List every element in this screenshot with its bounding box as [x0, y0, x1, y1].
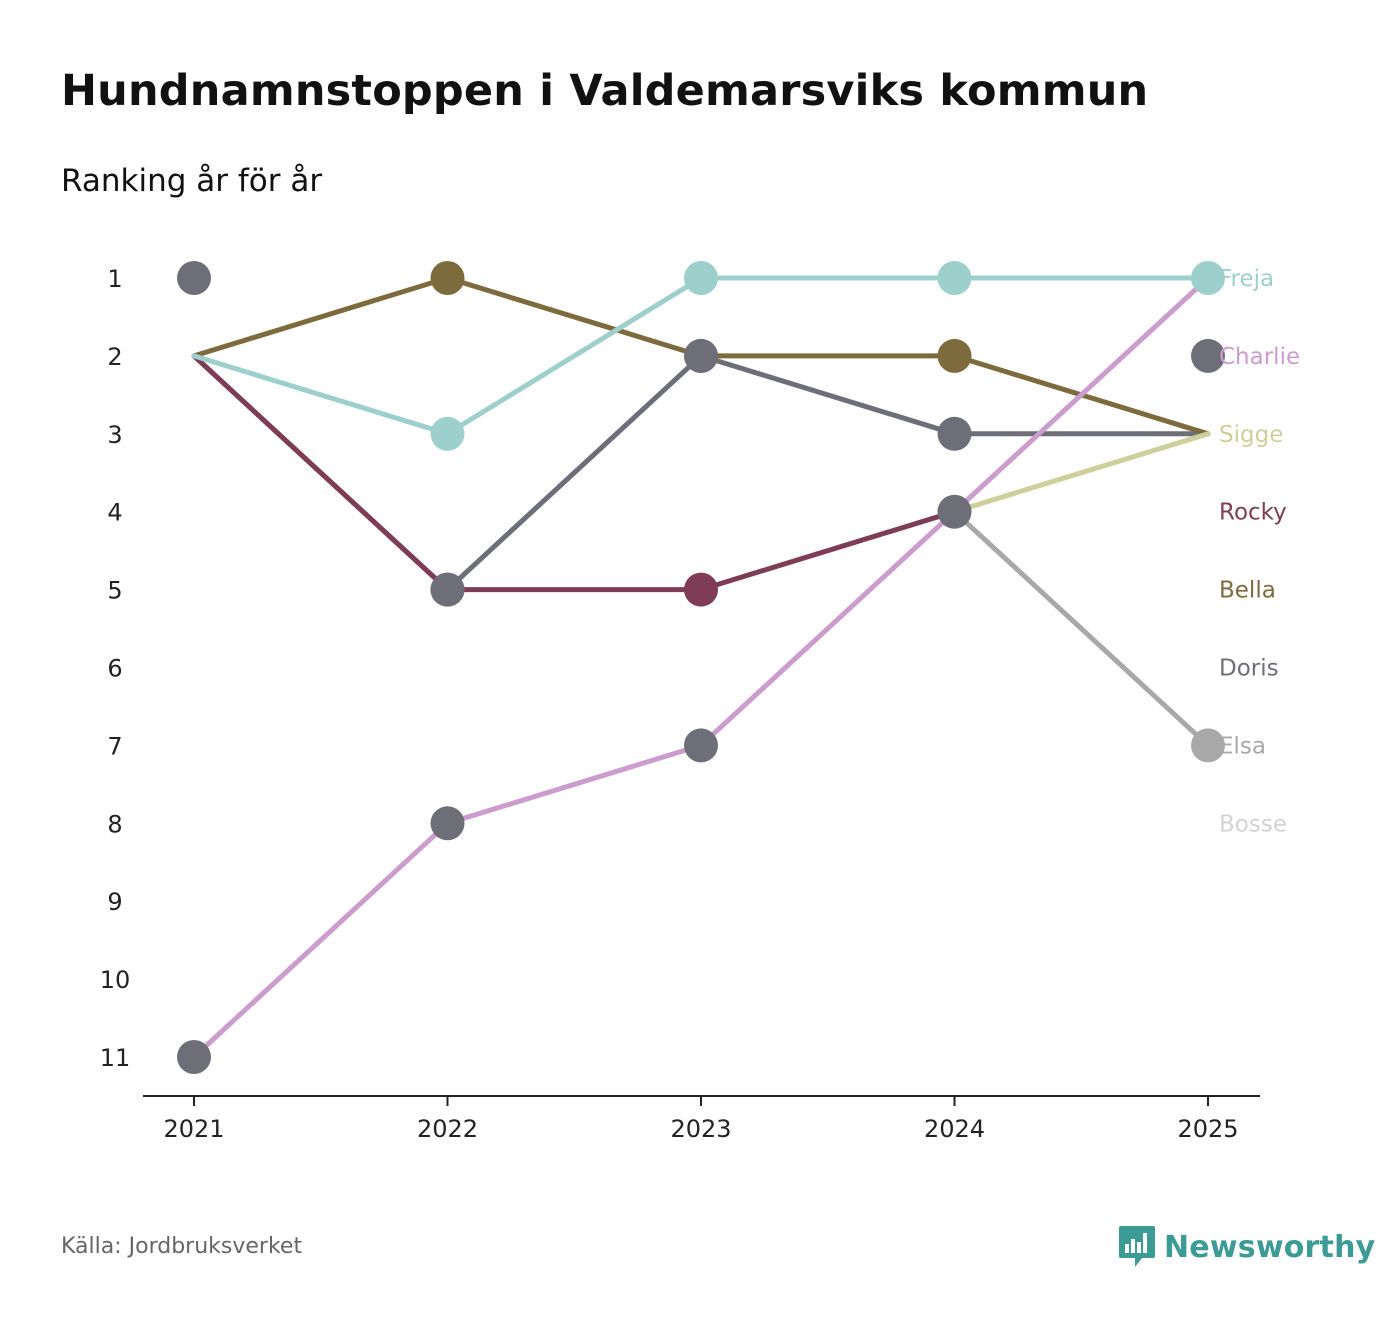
y-tick-label: 2	[107, 343, 122, 371]
end-label-doris: Doris	[1219, 656, 1279, 682]
data-point	[684, 728, 718, 763]
series-line-doris	[191, 353, 1211, 593]
data-point	[937, 494, 972, 529]
series-lines	[191, 275, 1211, 1060]
y-tick-label: 11	[100, 1044, 131, 1072]
brand-name: Newsworthy	[1164, 1229, 1376, 1265]
bump-chart: 1 2 3 4 5 6 7 8 9 10 11 2021 2022 2023 2024 2025 Freja…	[100, 261, 1300, 1143]
series-points	[177, 261, 1225, 1074]
series-line-charlie	[191, 275, 1211, 1060]
y-tick-label: 10	[100, 966, 131, 994]
chart-title: Hundnamnstoppen i Valdemarsviks kommun	[61, 66, 1149, 116]
end-label-bella: Bella	[1219, 578, 1276, 604]
y-tick-label: 3	[107, 421, 122, 449]
y-tick-label: 7	[107, 732, 122, 760]
data-point	[937, 416, 972, 451]
data-point	[684, 338, 718, 373]
y-tick-label: 4	[107, 499, 122, 527]
end-label-elsa: Elsa	[1219, 733, 1266, 759]
end-label-freja: Freja	[1219, 266, 1274, 292]
y-tick-label: 6	[107, 655, 122, 683]
x-axis: 2021 2022 2023 2024 2025	[163, 1096, 1239, 1143]
x-tick-label: 2022	[417, 1115, 478, 1143]
x-tick-label: 2025	[1177, 1115, 1238, 1143]
data-point	[684, 572, 718, 607]
series-line-elsa	[952, 509, 1211, 748]
data-point	[1191, 261, 1225, 295]
data-point	[430, 416, 465, 451]
data-point	[177, 261, 211, 295]
data-point	[430, 572, 465, 607]
series-line-rocky	[191, 353, 957, 593]
data-point	[937, 261, 972, 295]
y-tick-label: 8	[107, 810, 122, 838]
end-labels: Freja Charlie Sigge Rocky Bella Doris Elsa Boss…	[1219, 266, 1300, 837]
brand-logo: Newsworthy	[1118, 1224, 1375, 1270]
end-label-sigge: Sigge	[1219, 422, 1283, 448]
y-tick-label: 9	[107, 888, 122, 916]
newsworthy-logo-icon	[1119, 1226, 1155, 1267]
y-tick-label: 5	[107, 577, 122, 605]
data-point	[684, 261, 718, 295]
data-point	[430, 806, 465, 841]
end-label-rocky: Rocky	[1219, 500, 1287, 526]
series-line-sigge	[952, 431, 1211, 515]
y-tick-label: 1	[107, 265, 122, 293]
data-point	[1191, 338, 1225, 373]
source-note: Källa: Jordbruksverket	[61, 1234, 303, 1259]
x-tick-label: 2024	[924, 1115, 985, 1143]
data-point	[1191, 728, 1225, 763]
x-tick-label: 2021	[163, 1115, 224, 1143]
x-tick-label: 2023	[670, 1115, 731, 1143]
end-label-charlie: Charlie	[1219, 344, 1300, 370]
data-point	[937, 338, 972, 373]
chart-subtitle: Ranking år för år	[61, 163, 323, 199]
y-axis: 1 2 3 4 5 6 7 8 9 10 11	[100, 265, 131, 1072]
data-point	[177, 1040, 211, 1074]
end-label-bosse: Bosse	[1219, 811, 1287, 837]
data-point	[430, 261, 465, 295]
